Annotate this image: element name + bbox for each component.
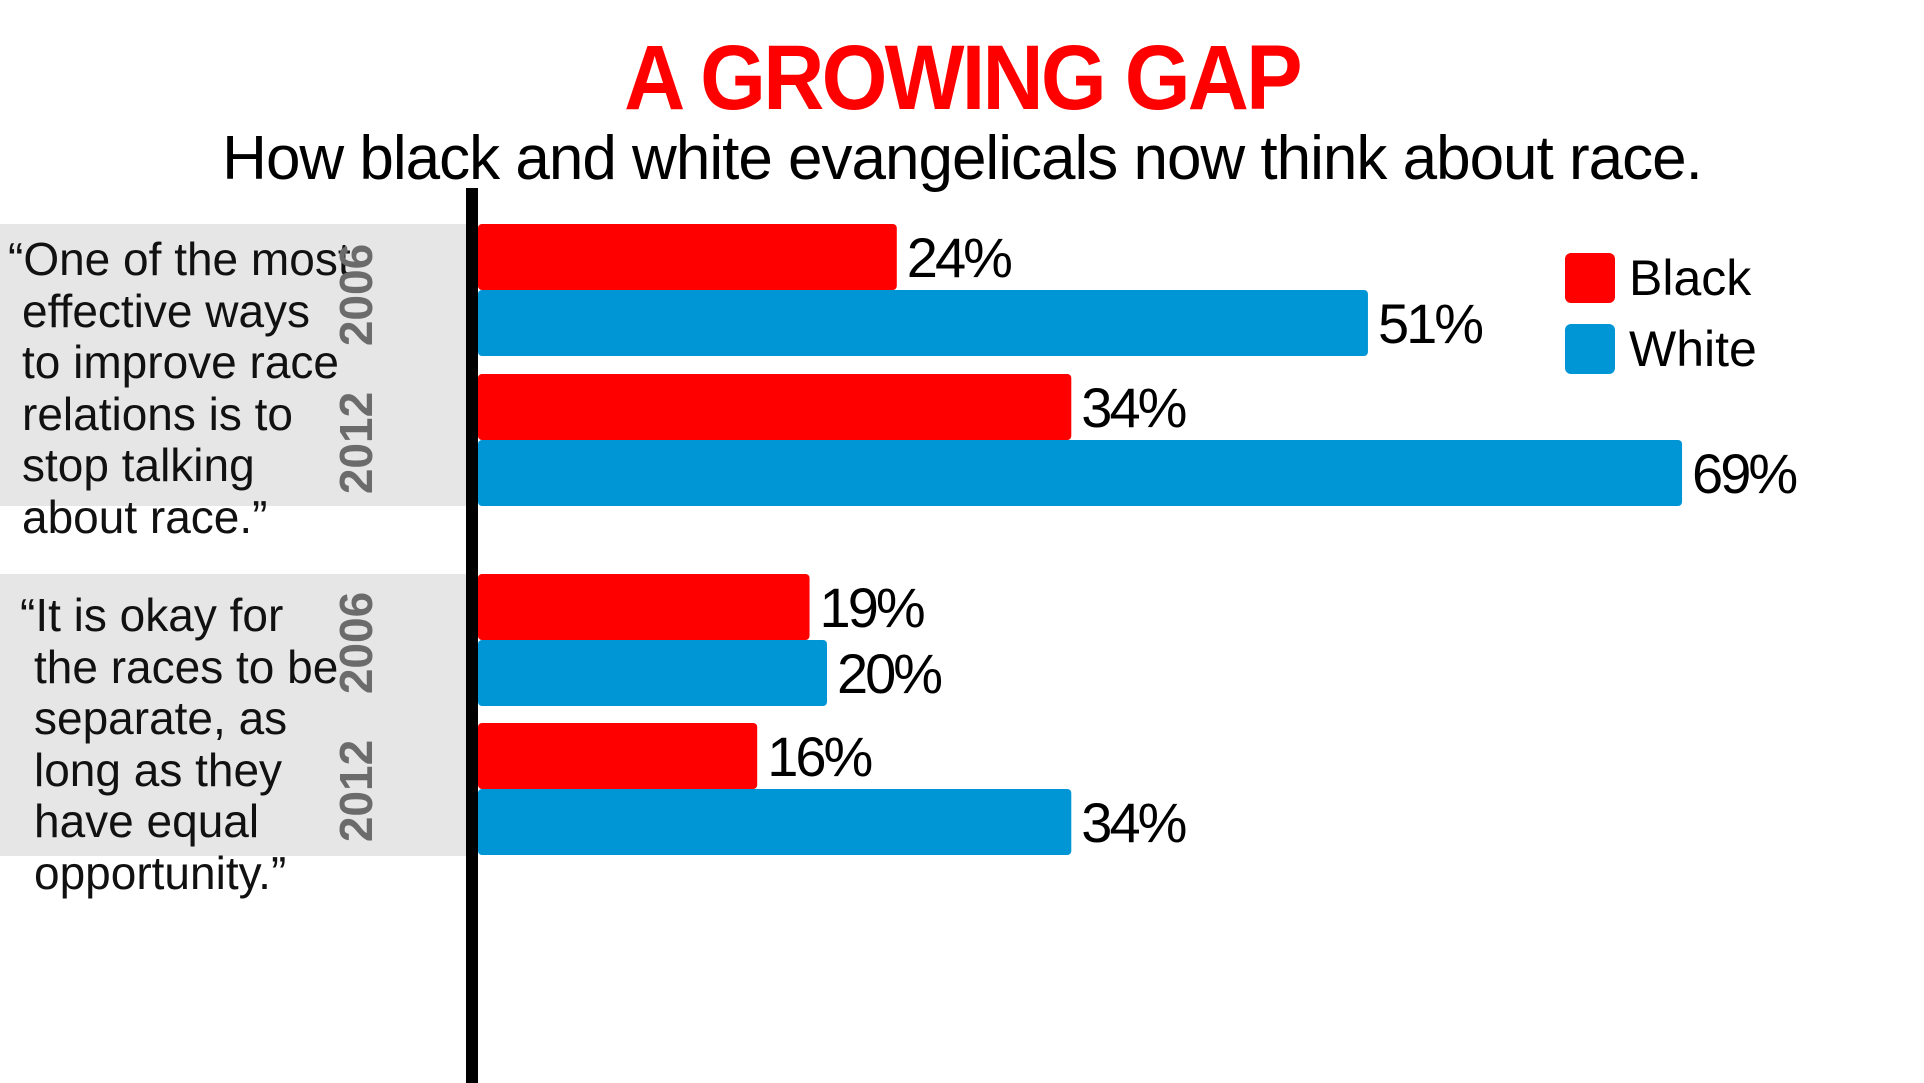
bar-value-label: 51%: [1378, 292, 1482, 355]
quote-line: have equal: [34, 795, 260, 847]
quote-line: about race.”: [22, 490, 268, 543]
bar-black-0: [478, 224, 897, 290]
legend-item-black: Black: [1565, 253, 1751, 303]
quote-line: long as they: [34, 743, 283, 796]
bar-value-label: 16%: [767, 725, 871, 788]
quote-line: opportunity.”: [34, 846, 287, 899]
quote-panel-1: “One of the most effective ways to impro…: [0, 224, 472, 542]
quote-line: “One of the most: [8, 233, 351, 285]
bar-value-label: 34%: [1081, 376, 1185, 439]
bar-black-2: [478, 574, 810, 640]
quote-line: effective ways: [22, 284, 311, 337]
chart-subtitle: How black and white evangelicals now thi…: [222, 124, 1703, 193]
bar-white-3: [478, 789, 1072, 855]
legend-swatch-black: [1565, 253, 1615, 303]
quote-line: separate, as: [34, 692, 288, 744]
quote-line: relations is to: [22, 387, 294, 440]
bar-white-0: [478, 290, 1368, 356]
bar-value-label: 20%: [837, 642, 941, 705]
quote-text-2: “It is okay for the races to be separate…: [20, 589, 339, 899]
y-axis-line: [466, 188, 478, 1083]
quote-line: “It is okay for: [20, 589, 284, 641]
quote-line: the races to be: [34, 640, 339, 693]
bar-value-label: 69%: [1692, 442, 1796, 505]
bar-white-1: [478, 440, 1683, 506]
legend-item-white: White: [1565, 324, 1757, 374]
bar-value-label: 24%: [907, 226, 1011, 289]
bar-black-1: [478, 374, 1072, 440]
quote-line: stop talking: [22, 439, 255, 491]
bar-black-3: [478, 723, 758, 789]
chart-title: A GROWING GAP: [624, 27, 1302, 129]
bar-value-label: 19%: [820, 576, 924, 639]
quote-text-1: “One of the most effective ways to impro…: [8, 233, 351, 543]
legend-label-black: Black: [1629, 250, 1752, 306]
bar-white-2: [478, 640, 827, 706]
bar-value-label: 34%: [1081, 791, 1185, 854]
legend-label-white: White: [1629, 321, 1757, 377]
quote-panel-2: “It is okay for the races to be separate…: [0, 574, 472, 898]
quote-line: to improve race: [22, 336, 340, 388]
legend-swatch-white: [1565, 324, 1615, 374]
